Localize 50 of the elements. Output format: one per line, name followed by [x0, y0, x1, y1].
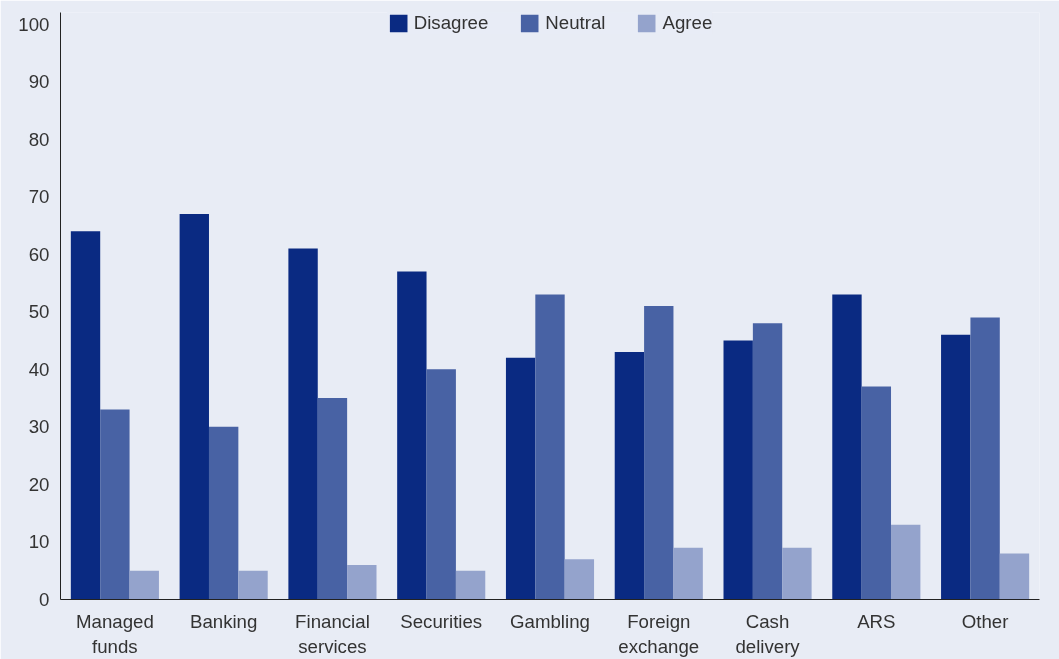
bar — [970, 317, 1000, 600]
bar — [208, 426, 239, 600]
bar — [941, 334, 971, 600]
y-tick-label: 30 — [28, 416, 50, 438]
bar — [832, 294, 862, 600]
bar — [347, 564, 377, 600]
y-tick-label: 70 — [28, 186, 50, 208]
bar — [317, 398, 348, 600]
bar — [426, 369, 456, 600]
x-tick-label: Securities — [400, 610, 483, 632]
y-tick-label: 100 — [18, 13, 50, 35]
bar — [891, 524, 921, 600]
x-tick-label: Foreign exchange — [618, 610, 700, 657]
bar — [673, 547, 703, 600]
bar — [999, 553, 1030, 600]
y-tick-label: 20 — [28, 473, 50, 495]
y-tick-label: 60 — [28, 243, 50, 265]
bar — [614, 352, 645, 600]
y-tick-label: 10 — [28, 531, 50, 553]
bar — [129, 570, 159, 600]
bar — [723, 340, 753, 600]
legend-label: Neutral — [545, 12, 606, 34]
bar — [455, 570, 486, 600]
bar — [752, 323, 783, 600]
x-tick-label: ARS — [857, 610, 896, 632]
x-tick-label: Managed funds — [75, 610, 154, 657]
bar — [70, 231, 101, 600]
bar — [644, 306, 674, 600]
x-tick-label: Financial services — [295, 610, 370, 657]
y-tick-label: 90 — [28, 71, 50, 93]
bar — [238, 570, 268, 600]
y-tick-label: 80 — [28, 128, 50, 150]
legend-label: Disagree — [413, 12, 489, 34]
y-tick-label: 0 — [39, 589, 50, 610]
bar — [861, 386, 892, 600]
y-tick-label: 50 — [28, 301, 50, 323]
y-tick-label: 40 — [28, 358, 50, 380]
x-tick-label: Banking — [189, 610, 258, 632]
x-tick-label: Cash delivery — [735, 610, 801, 657]
x-tick-label: Other — [961, 610, 1009, 632]
x-tick-label: Gambling — [510, 610, 590, 632]
bar — [100, 409, 130, 600]
bar — [564, 559, 595, 600]
bar — [535, 294, 565, 600]
bar — [179, 213, 209, 600]
bar — [505, 357, 536, 600]
bar — [782, 547, 812, 600]
legend-label: Agree — [662, 12, 713, 34]
bar — [288, 248, 318, 600]
bar — [397, 271, 427, 600]
